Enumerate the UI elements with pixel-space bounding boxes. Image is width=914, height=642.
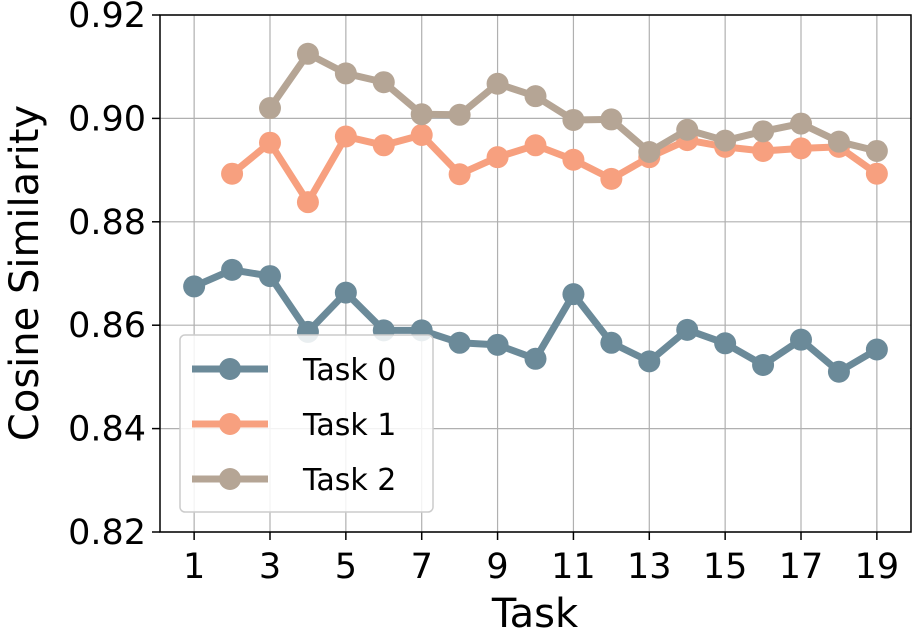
legend-swatch-marker [219,358,241,380]
data-point [638,141,661,164]
data-point [638,350,661,373]
data-point [600,108,623,131]
data-point [334,125,357,148]
data-point [410,103,433,126]
data-point [372,71,395,94]
data-point [448,103,471,126]
data-point [562,148,585,171]
x-tick-label: 5 [335,547,357,587]
x-tick-label: 1 [183,547,205,587]
x-axis-title: Task [491,591,579,637]
data-point [790,112,813,135]
data-point [752,139,775,162]
data-point [524,85,547,108]
y-tick-label: 0.88 [68,203,146,243]
y-tick-label: 0.82 [68,513,146,553]
legend-label: Task 0 [302,353,396,388]
data-point [752,354,775,377]
series-group [183,42,888,383]
data-point [258,97,281,120]
y-tick-label: 0.84 [68,410,146,450]
x-tick-label: 13 [627,547,672,587]
data-point [865,139,888,162]
legend-label: Task 1 [302,408,396,443]
data-point [258,265,281,288]
x-tick-label: 19 [855,547,900,587]
data-point [221,162,244,185]
data-point [752,120,775,143]
series-task-2 [258,42,888,164]
x-tick-label: 11 [551,547,596,587]
data-point [676,318,699,341]
y-axis-title: Cosine Similarity [2,105,48,441]
data-point [714,332,737,355]
data-point [183,275,206,298]
data-point [258,131,281,154]
data-point [296,42,319,65]
data-point [410,123,433,146]
data-point [790,137,813,160]
data-point [448,331,471,354]
data-point [221,258,244,281]
data-point [372,134,395,157]
y-tick-label: 0.92 [68,0,146,36]
data-point [865,338,888,361]
y-axis-ticks: 0.82 0.84 0.86 0.88 0.90 0.92 [68,0,160,553]
data-point [600,167,623,190]
data-point [865,162,888,185]
y-tick-label: 0.90 [68,99,146,139]
data-point [600,331,623,354]
data-point [486,72,509,95]
x-tick-label: 7 [411,547,433,587]
data-point [562,108,585,131]
data-point [334,62,357,85]
legend-frame [179,334,434,513]
data-point [524,347,547,370]
legend-item: Task 2 [192,463,396,498]
x-tick-label: 17 [779,547,824,587]
legend-item: Task 0 [192,353,396,388]
legend-swatch-marker [219,413,241,435]
data-point [448,163,471,186]
x-tick-label: 9 [486,547,508,587]
data-point [296,191,319,214]
data-point [827,360,850,383]
x-tick-label: 3 [259,547,281,587]
y-tick-label: 0.86 [68,306,146,346]
x-axis-ticks: 1 3 5 7 9 11 13 15 17 19 [183,532,899,587]
data-point [562,283,585,306]
data-point [714,129,737,152]
legend-label: Task 2 [302,463,396,498]
data-point [790,328,813,351]
series-task-1 [221,123,888,214]
data-point [486,333,509,356]
plot-area-frame [159,14,912,533]
series-line [228,131,881,206]
data-point [486,146,509,169]
data-point [827,130,850,153]
legend: Task 0 Task 1 Task 2 [179,334,434,513]
data-point [524,134,547,157]
data-point [676,118,699,141]
legend-swatch-marker [219,468,241,490]
data-point [334,281,357,304]
legend-item: Task 1 [192,408,396,443]
x-tick-label: 15 [703,547,748,587]
